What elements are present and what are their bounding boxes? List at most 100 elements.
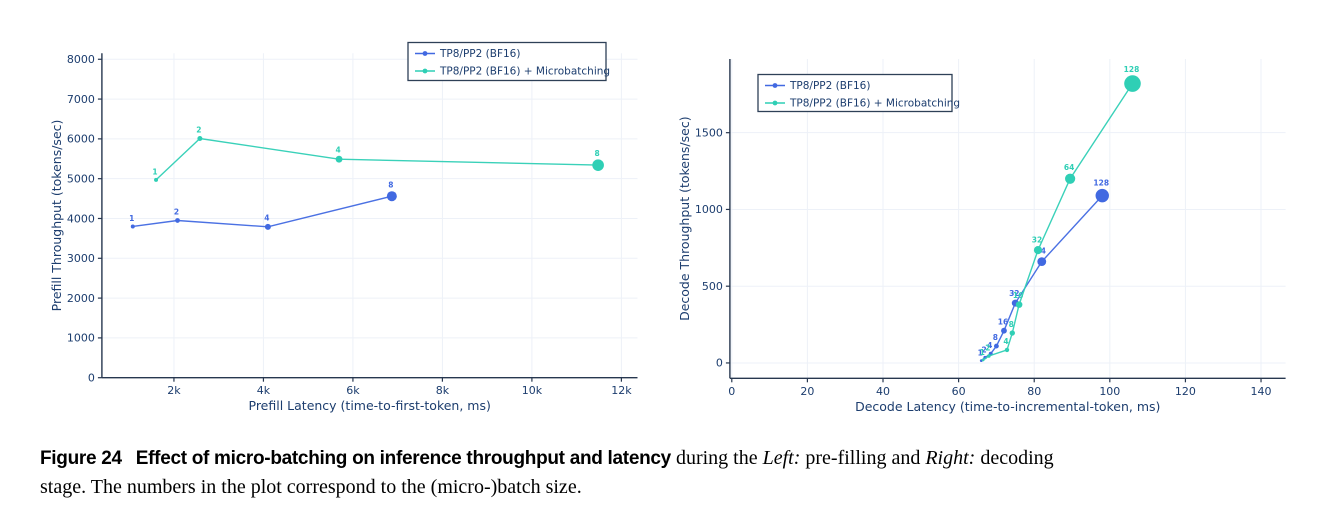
legend-entry-label: TP8/PP2 (BF16) + Microbatching — [439, 66, 610, 78]
batch-size-label: 1 — [152, 167, 157, 176]
legend: TP8/PP2 (BF16) TP8/PP2 (BF16) + Microbatc… — [407, 41, 610, 82]
batch-size-label: 128 — [1093, 178, 1109, 187]
legend-box — [407, 41, 607, 82]
batch-size-label: 128 — [1124, 65, 1140, 74]
x-tick-label: 6k — [346, 384, 360, 397]
batch-size-label: 2 — [196, 125, 201, 134]
y-tick-label: 1000 — [695, 203, 723, 216]
x-tick-label: 10k — [522, 384, 543, 397]
caption-segment-serif: pre-filling and — [800, 447, 926, 469]
y-tick-label: 0 — [716, 357, 723, 370]
batch-size-label: 1 — [980, 348, 985, 357]
caption-segment-bold: Effect of micro-batching on inference th… — [135, 448, 671, 469]
x-tick-label: 12k — [611, 384, 632, 397]
y-tick-label: 500 — [702, 280, 723, 293]
batch-size-label: 4 — [987, 341, 992, 350]
data-point-marker — [1015, 301, 1023, 308]
series-line — [980, 195, 1103, 362]
data-point-marker — [130, 224, 135, 229]
x-tick-label: 120 — [1175, 385, 1196, 398]
data-point-marker — [1095, 188, 1109, 203]
batch-size-label: 32 — [1032, 236, 1042, 245]
caption-line-1: Figure 24 Effect of micro-batching on inf… — [40, 444, 1304, 473]
batch-size-label: 8 — [993, 333, 998, 342]
legend-marker-dot — [772, 100, 778, 106]
x-axis-title: Prefill Latency (time-to-first-token, ms… — [249, 398, 491, 413]
data-point-marker — [1009, 330, 1015, 336]
charts-canvas: 2k 4k 6k 8k 10k 12k 0 1000 2000 3000 40 0 0 5000 6000 7… — [49, 41, 1286, 414]
data-point-marker — [175, 218, 180, 223]
batch-size-label: 16 — [998, 317, 1008, 326]
data-point-marker — [154, 177, 159, 182]
chart-decode: 0 20 40 60 80 100 120 140 0 500 1000 1500 Decode Lat… — [677, 59, 1286, 414]
caption-segment-italic: Left: — [762, 447, 801, 469]
legend-entry-label: TP8/PP2 (BF16) + Microbatching — [789, 98, 960, 110]
figure-caption: Figure 24 Effect of micro-batching on inf… — [40, 444, 1304, 501]
x-tick-label: 0 — [728, 385, 735, 398]
batch-size-label: 8 — [388, 181, 393, 190]
data-point-marker — [981, 358, 985, 362]
data-point-marker — [987, 354, 991, 358]
x-tick-label: 100 — [1099, 385, 1120, 398]
legend-marker-dot — [422, 68, 428, 74]
caption-segment-serif: decoding — [975, 447, 1054, 469]
data-point-marker — [1124, 75, 1141, 92]
y-tick-label: 1000 — [67, 332, 95, 345]
legend: TP8/PP2 (BF16) TP8/PP2 (BF16) + Microbatc… — [757, 73, 960, 113]
batch-size-label: 4 — [1003, 337, 1008, 346]
data-point-marker — [264, 223, 271, 230]
legend-box — [757, 73, 953, 113]
series-baseline: 1 2 4 8 — [129, 181, 397, 230]
batch-size-label: 1 — [978, 349, 983, 358]
legend-entry-label: TP8/PP2 (BF16) — [439, 48, 520, 60]
batch-size-label: 4 — [335, 145, 340, 154]
x-axis-title: Decode Latency (time-to-incremental-toke… — [855, 399, 1160, 414]
batch-size-label: 64 — [1064, 163, 1074, 172]
x-tick-label: 20 — [800, 385, 814, 398]
y-axis-title: Prefill Throughput (tokens/sec) — [49, 120, 64, 312]
data-point-marker — [1065, 173, 1076, 184]
caption-line-2: stage. The numbers in the plot correspon… — [40, 473, 1304, 501]
chart-prefill: 2k 4k 6k 8k 10k 12k 0 1000 2000 3000 4000 5000 6000 7… — [49, 41, 638, 413]
data-point-marker — [197, 135, 203, 141]
y-tick-label: 1500 — [695, 126, 723, 139]
legend-marker-dot — [422, 51, 428, 56]
batch-size-label: 2 — [985, 344, 990, 353]
data-point-marker — [1004, 347, 1010, 353]
caption-segment-serif: stage. The numbers in the plot correspon… — [40, 476, 582, 498]
caption-segment-italic: Right: — [925, 447, 976, 469]
x-tick-label: 8k — [436, 384, 450, 397]
batch-size-label: 4 — [264, 213, 269, 222]
x-tick-label: 2k — [167, 384, 181, 397]
y-tick-label: 0 — [88, 372, 95, 385]
y-tick-label: 8000 — [67, 53, 95, 66]
x-tick-label: 4k — [257, 384, 271, 397]
data-point-marker — [592, 159, 604, 171]
batch-size-label: 8 — [595, 149, 600, 158]
legend-entry-label: TP8/PP2 (BF16) — [789, 80, 870, 92]
y-tick-label: 7000 — [67, 93, 95, 106]
data-point-marker — [335, 155, 343, 163]
batch-size-label: 32 — [1009, 289, 1019, 298]
data-point-marker — [1033, 246, 1043, 255]
y-tick-label: 2000 — [67, 292, 95, 305]
x-tick-label: 80 — [1027, 385, 1041, 398]
data-point-marker — [994, 343, 999, 349]
data-point-marker — [386, 191, 397, 202]
batch-size-label: 2 — [981, 345, 986, 354]
batch-size-label: 2 — [174, 208, 179, 217]
data-point-marker — [1037, 257, 1047, 267]
series-microbatching: 1 2 4 8 — [152, 125, 604, 182]
x-tick-label: 140 — [1251, 385, 1272, 398]
series-line — [155, 137, 599, 181]
x-tick-label: 40 — [876, 385, 890, 398]
y-tick-label: 6000 — [67, 133, 95, 146]
y-tick-label: 3000 — [67, 252, 95, 265]
y-tick-label: 5000 — [67, 172, 95, 185]
x-tick-label: 60 — [952, 385, 966, 398]
legend-marker-dot — [772, 83, 778, 88]
series-line — [132, 195, 392, 228]
